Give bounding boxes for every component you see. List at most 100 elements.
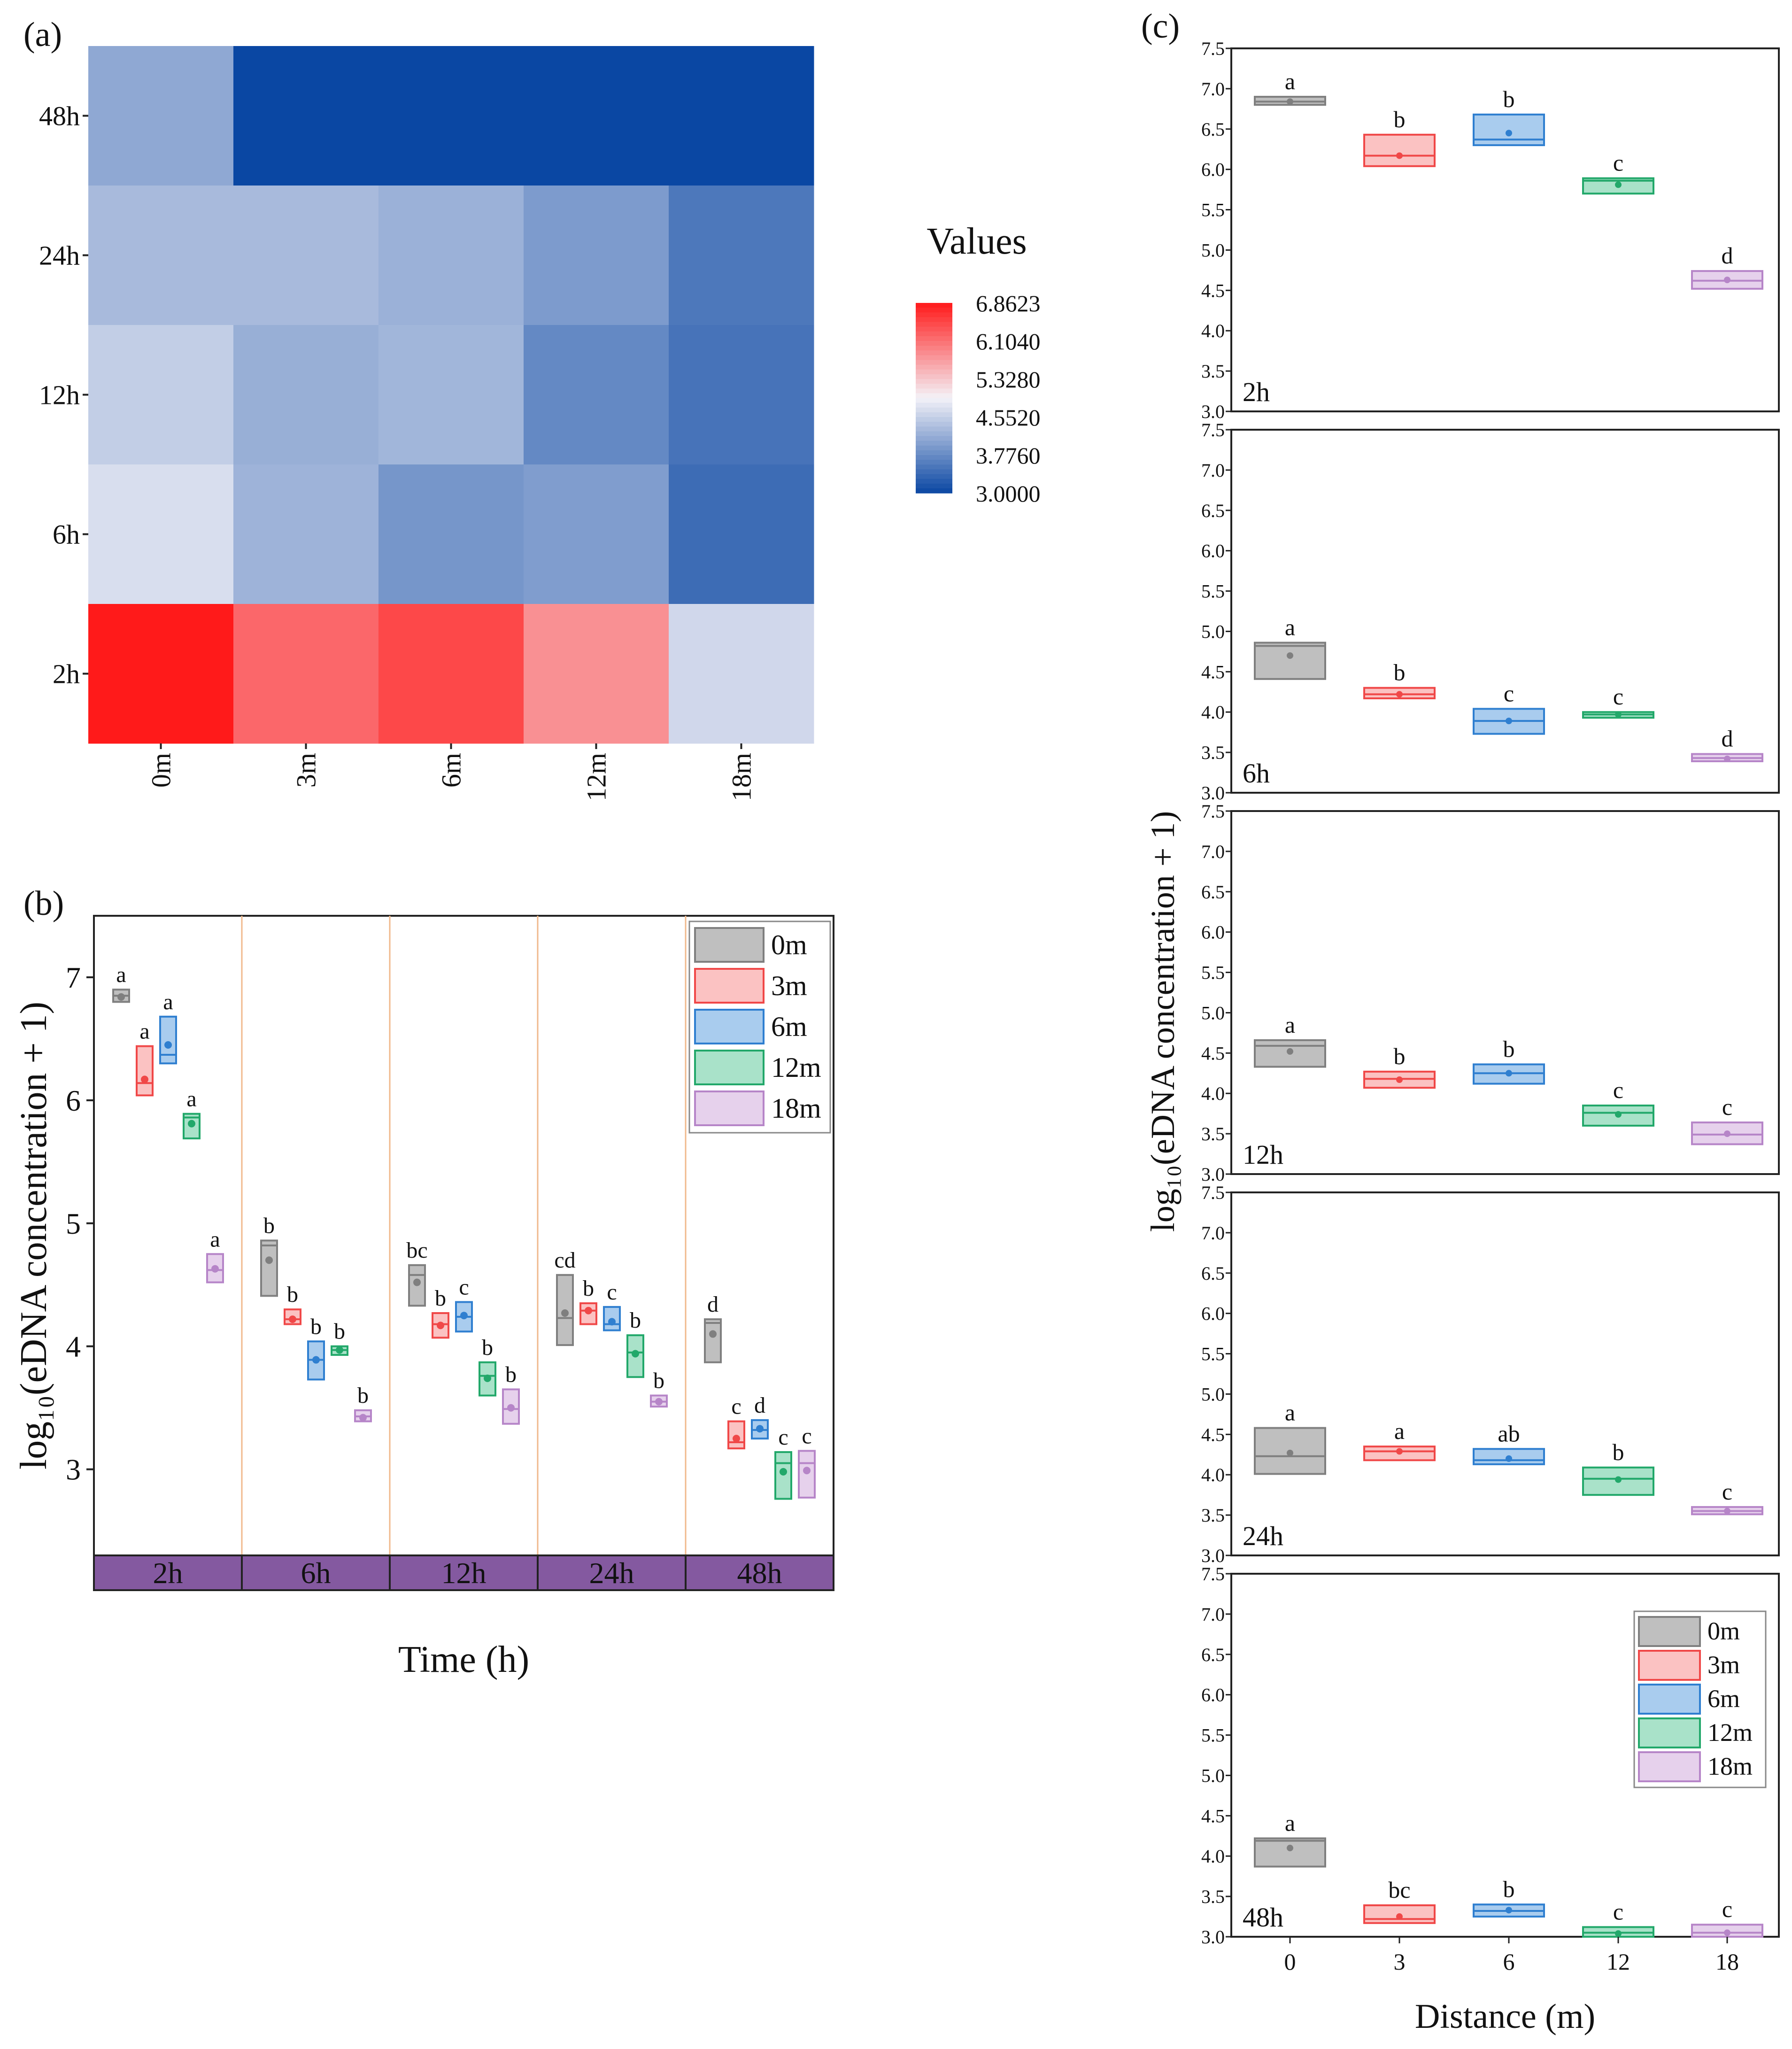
legend-swatch — [694, 968, 765, 1004]
colorbar-tick-label: 3.7760 — [976, 442, 1041, 469]
subplot-label: 2h — [1243, 377, 1270, 407]
significance-letter: a — [1285, 68, 1295, 94]
box-mean-point — [1287, 652, 1293, 659]
subplot-label: 12h — [1243, 1139, 1283, 1170]
significance-letter: b — [1394, 659, 1406, 686]
y-tick-label: 7.5 — [1201, 419, 1225, 441]
x-tick-label: 12m — [581, 753, 612, 801]
box-mean-point — [265, 1256, 273, 1264]
legend-swatch — [1638, 1717, 1701, 1748]
box-mean-point — [1724, 1130, 1730, 1137]
box-mean-point — [655, 1398, 663, 1406]
legend-label: 0m — [771, 929, 807, 960]
x-tick-label: 0 — [1284, 1948, 1296, 1975]
box-mean-point — [289, 1315, 296, 1323]
significance-letter: b — [482, 1335, 493, 1360]
y-tick-label: 12h — [39, 380, 80, 410]
significance-letter: a — [210, 1227, 220, 1252]
heatmap-cell — [378, 46, 524, 186]
heatmap-cell — [378, 325, 524, 465]
y-tick-label: 2h — [53, 659, 80, 689]
y-tick-label: 4.5 — [1201, 1805, 1225, 1826]
y-tick-label: 3.5 — [1201, 1123, 1225, 1144]
subplot-frame — [1230, 429, 1780, 794]
colorbar-segment — [916, 474, 952, 479]
x-axis-title: Time (h) — [398, 1639, 529, 1680]
subplot-frame — [1230, 1191, 1780, 1556]
significance-letter: d — [1722, 726, 1733, 752]
significance-letter: c — [459, 1275, 469, 1299]
colorbar-segment — [916, 488, 952, 494]
significance-letter: b — [357, 1383, 369, 1408]
y-tick-label: 3.0 — [1201, 1926, 1225, 1948]
x-tick-label: 3 — [1394, 1948, 1406, 1975]
significance-letter: a — [116, 962, 126, 987]
y-tick-label: 3.5 — [1201, 1505, 1225, 1526]
box-mean-point — [437, 1322, 444, 1330]
subplot-frame — [1230, 1573, 1780, 1938]
colorbar-segment — [916, 384, 952, 389]
y-tick-label: 6.0 — [1201, 922, 1225, 943]
legend-label: 3m — [771, 970, 807, 1001]
colorbar-segment — [916, 402, 952, 408]
x-tick-label: 18 — [1715, 1948, 1739, 1975]
box — [159, 1015, 177, 1065]
box-mean-point — [336, 1346, 343, 1354]
box-mean-point — [1396, 1076, 1403, 1083]
box-mean-point — [1396, 691, 1403, 698]
box-mean-point — [561, 1309, 569, 1317]
colorbar-tick-label: 6.1040 — [976, 328, 1041, 355]
box-mean-point — [803, 1467, 811, 1475]
heatmap-cell — [88, 464, 234, 604]
colorbar-segment — [916, 479, 952, 484]
colorbar-segment — [916, 441, 952, 446]
box-mean-point — [1724, 1929, 1730, 1936]
y-tick-label: 3.5 — [1201, 1886, 1225, 1907]
time-strip — [93, 1554, 834, 1591]
box-mean-point — [413, 1278, 421, 1286]
colorbar-tick-label: 6.8623 — [976, 290, 1041, 317]
significance-letter: c — [1613, 683, 1623, 710]
y-tick-label: 4.5 — [1201, 1424, 1225, 1445]
colorbar-segment — [916, 450, 952, 456]
heatmap-cell — [669, 464, 814, 604]
box-mean-point — [632, 1350, 639, 1358]
colorbar-segment — [916, 331, 952, 337]
significance-letter: c — [1722, 1478, 1732, 1505]
y-tick-label: 6.0 — [1201, 541, 1225, 562]
box — [727, 1420, 745, 1450]
significance-letter: a — [1285, 614, 1295, 640]
subplot-frame — [1230, 810, 1780, 1175]
y-tick-label: 4.5 — [1201, 661, 1225, 682]
box-mean-point — [1615, 1930, 1622, 1937]
colorbar-segment — [916, 303, 952, 308]
y-tick-label: 5 — [66, 1207, 81, 1240]
colorbar-segment — [916, 464, 952, 470]
y-tick-label: 5.0 — [1201, 1002, 1225, 1023]
colorbar-segment — [916, 445, 952, 451]
box-mean-point — [585, 1307, 592, 1314]
significance-letter: a — [1285, 1012, 1295, 1038]
y-axis-title: log₁₀(eDNA concentration + 1) — [13, 1002, 54, 1469]
colorbar-segment — [916, 455, 952, 460]
y-tick-label: 3.0 — [1201, 401, 1225, 422]
box-mean-point — [733, 1435, 740, 1443]
colorbar-segment — [916, 336, 952, 341]
y-axis-title: log₁₀(eDNA concentration + 1) — [1144, 811, 1182, 1232]
heatmap-cell — [88, 604, 234, 744]
y-tick-label: 3 — [66, 1453, 81, 1486]
y-tick-label: 7.0 — [1201, 1222, 1225, 1244]
y-tick-label: 6.0 — [1201, 159, 1225, 180]
heatmap-cell — [378, 186, 524, 325]
significance-letter: b — [653, 1369, 664, 1393]
colorbar-segment — [916, 388, 952, 394]
legend-swatch — [694, 1009, 765, 1044]
legend-label: 18m — [771, 1093, 821, 1124]
colorbar-segment — [916, 355, 952, 361]
subplot-frame — [1230, 47, 1780, 412]
colorbar-segment — [916, 374, 952, 379]
time-group-label: 12h — [441, 1556, 487, 1590]
colorbar-segment — [916, 422, 952, 427]
y-tick-label: 5.5 — [1201, 200, 1225, 221]
